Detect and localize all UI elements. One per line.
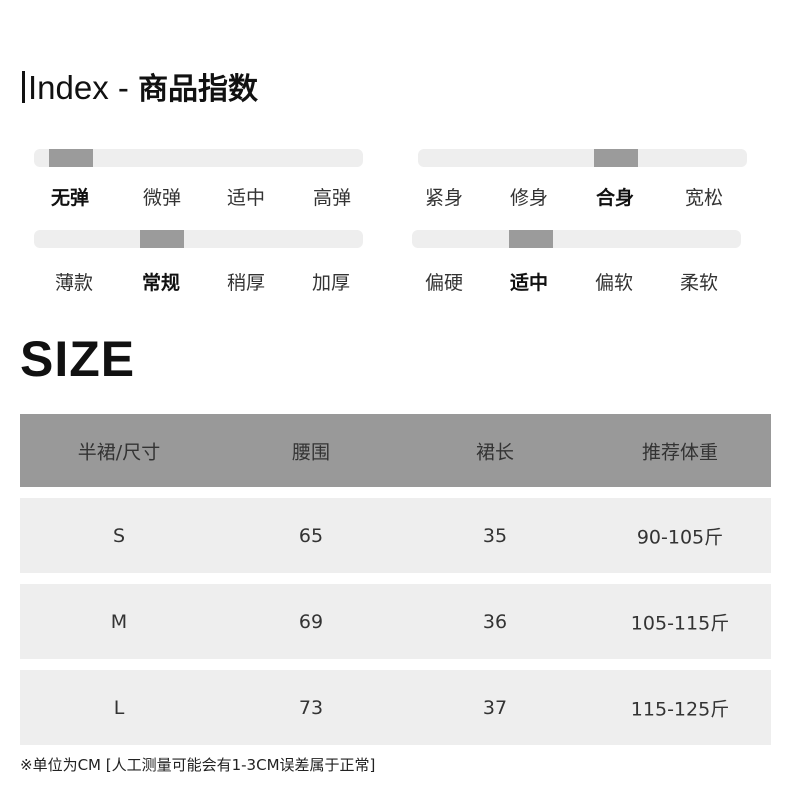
measurement-note: ※单位为CM [人工测量可能会有1-3CM误差属于正常] <box>20 756 376 774</box>
fit-option-label: 合身 <box>595 187 635 209</box>
elasticity-option-label: 高弹 <box>312 187 352 209</box>
fit-option-label: 紧身 <box>424 187 464 209</box>
thickness-scale-track <box>34 230 363 248</box>
table-cell: 69 <box>298 610 324 633</box>
thickness-option-label: 常规 <box>141 272 181 294</box>
table-cell: L <box>113 696 125 719</box>
fit-scale-track <box>418 149 747 167</box>
header-cell: 半裙/尺寸 <box>77 441 161 463</box>
header-cell: 腰围 <box>291 441 331 463</box>
table-cell: 73 <box>298 696 324 719</box>
table-row: M 69 36 105-115斤 <box>20 584 771 659</box>
table-cell: M <box>110 610 128 633</box>
elasticity-scale-indicator <box>49 149 93 167</box>
elasticity-option-label: 适中 <box>226 187 266 209</box>
header-cell: 推荐体重 <box>641 441 719 463</box>
table-row: L 73 37 115-125斤 <box>20 670 771 745</box>
table-cell: 115-125斤 <box>630 698 730 720</box>
table-cell: 65 <box>298 524 324 547</box>
elasticity-option-label: 无弹 <box>50 187 90 209</box>
fit-option-label: 修身 <box>509 187 549 209</box>
title-en: Index - <box>28 69 139 106</box>
softness-option-label: 柔软 <box>679 272 719 294</box>
softness-option-label: 适中 <box>509 272 549 294</box>
thickness-option-label: 稍厚 <box>226 272 266 294</box>
table-cell: 37 <box>482 696 508 719</box>
softness-scale-track <box>412 230 741 248</box>
fit-scale-indicator <box>594 149 638 167</box>
size-title: SIZE <box>20 331 136 387</box>
table-cell: 105-115斤 <box>630 612 730 634</box>
softness-option-label: 偏软 <box>594 272 634 294</box>
table-cell: 35 <box>482 524 508 547</box>
thickness-option-label: 加厚 <box>311 272 351 294</box>
elasticity-option-label: 微弹 <box>142 187 182 209</box>
page-title: Index - 商品指数 <box>22 64 258 108</box>
softness-scale-indicator <box>509 230 553 248</box>
table-cell: S <box>112 524 126 547</box>
thickness-option-label: 薄款 <box>54 272 94 294</box>
size-table-header: 半裙/尺寸 腰围 裙长 推荐体重 <box>20 414 771 487</box>
fit-option-label: 宽松 <box>684 187 724 209</box>
table-row: S 65 35 90-105斤 <box>20 498 771 573</box>
softness-option-label: 偏硬 <box>424 272 464 294</box>
elasticity-scale-track <box>34 149 363 167</box>
table-cell: 36 <box>482 610 508 633</box>
title-accent-bar <box>22 71 25 103</box>
title-cn: 商品指数 <box>138 72 259 107</box>
header-cell: 裙长 <box>475 441 515 463</box>
thickness-scale-indicator <box>140 230 184 248</box>
table-cell: 90-105斤 <box>636 526 724 548</box>
